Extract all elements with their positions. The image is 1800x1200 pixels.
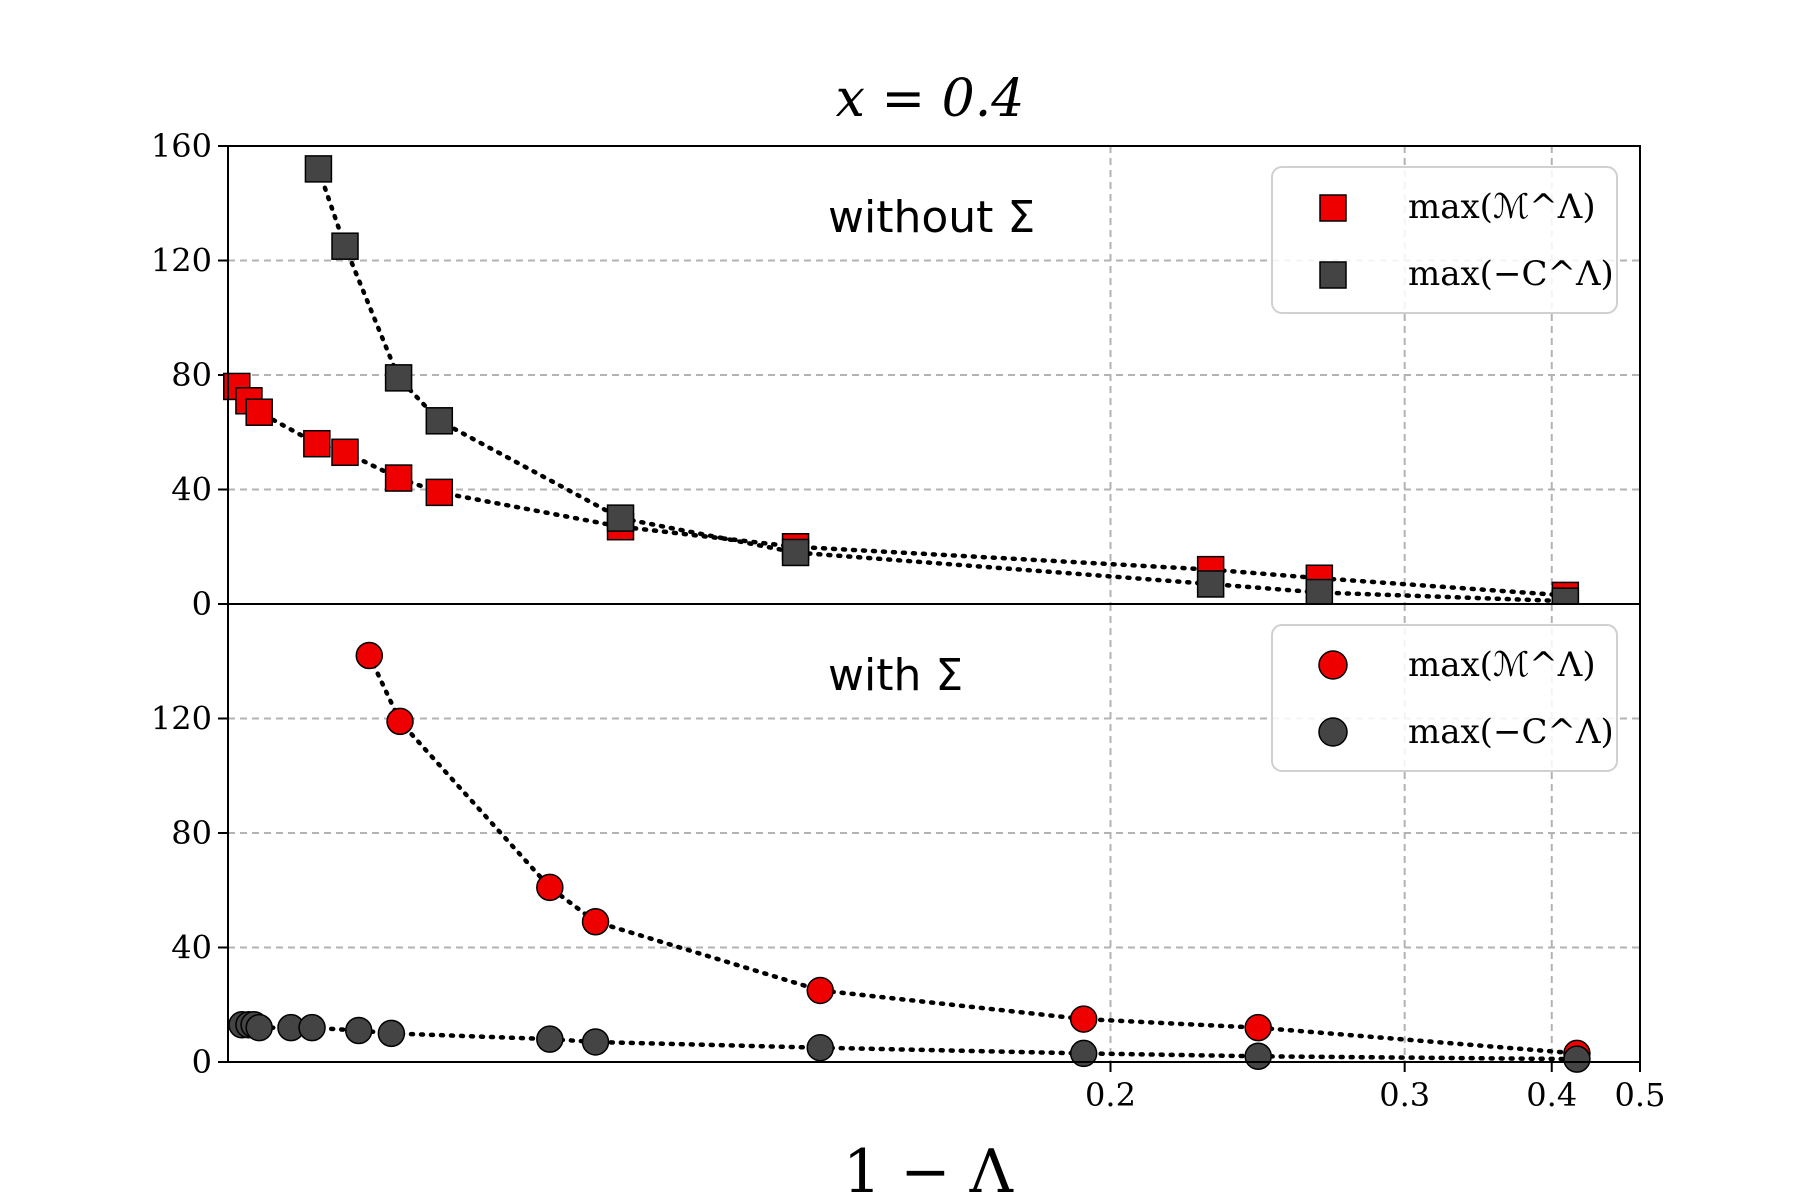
x-axis-label: 1 − Λ [843,1137,1014,1200]
bottom-series-0-point [386,707,414,736]
top-y-tick-label: 160 [151,127,212,165]
bottom-series-0-point [355,641,384,670]
bottom-series-1-point [581,1028,610,1056]
bottom-y-ticks: 0 40 80 120 [151,700,228,1081]
top-series-1-point [304,155,333,183]
top-legend-box [1271,166,1618,314]
bottom-legend-marker-c [1318,717,1348,747]
bottom-series-0-point [1069,1005,1098,1033]
bottom-series-1-point [377,1019,406,1048]
top-y-tick-label: 120 [151,242,212,280]
x-tick-label: 0.2 [1085,1076,1136,1114]
bottom-y-tick-label: 80 [171,814,212,852]
bottom-series-0-point [536,873,564,902]
bottom-y-tick-label: 0 [192,1043,212,1081]
top-legend: max(ℳ^Λ) max(−C^Λ) [1271,166,1618,314]
bottom-series-1-point [1563,1045,1591,1073]
bottom-series-1-point [536,1025,564,1053]
bottom-legend-label-m: max(ℳ^Λ) [1408,645,1596,685]
top-series-1-point [1305,578,1334,607]
top-series-1-point [606,504,635,532]
bottom-plot-frame [227,603,1641,1063]
bottom-series-1-point [344,1016,373,1045]
top-y-tick-label: 40 [171,471,212,509]
bottom-series [228,641,1591,1073]
x-tick-label: 0.4 [1526,1076,1577,1114]
bottom-series-0-point [581,907,610,936]
bottom-legend-label-c: max(−C^Λ) [1408,712,1614,752]
top-series-1-point [425,407,454,435]
bottom-legend-box [1271,624,1618,772]
top-y-tick-label: 80 [171,356,212,394]
top-series-1-point [331,232,359,260]
bottom-x-ticks: 0.2 0.3 0.4 0.5 [1085,1062,1665,1114]
top-series-0-point [303,429,331,458]
top-series-0-point [384,464,413,492]
top-annotation: without Σ [828,192,1035,243]
top-series-1-point [1196,570,1225,598]
top-series-0-point [425,478,454,507]
bottom-y-tick-label: 40 [171,929,212,967]
bottom-annotation: with Σ [828,650,963,701]
top-legend-marker-m [1319,194,1347,222]
top-series-0-point [331,438,359,467]
top-panel: 0 40 80 120 160 without Σ max(ℳ^Λ) max(−C^Λ) [151,127,1641,623]
bottom-series-1-point [806,1033,834,1062]
bottom-series-0-trend-line [367,653,1580,1056]
top-legend-marker-c [1319,261,1347,289]
bottom-series-1-point [298,1013,326,1042]
bottom-y-tick-label: 120 [151,700,212,738]
top-series-1-point [384,364,413,392]
bottom-series-1-point [1069,1039,1098,1068]
x-tick-label: 0.5 [1615,1076,1666,1114]
top-series-0-point [245,398,273,426]
chart-title: x = 0.4 [836,69,1025,129]
bottom-series-0-point [806,976,834,1005]
x-tick-label: 0.3 [1379,1076,1430,1114]
top-series-1-point [781,538,810,567]
bottom-legend-marker-m [1318,650,1348,680]
top-y-tick-label: 0 [192,585,212,623]
bottom-legend: max(ℳ^Λ) max(−C^Λ) [1271,624,1618,772]
top-legend-label-m: max(ℳ^Λ) [1408,187,1596,227]
bottom-series-1-point [245,1013,273,1042]
top-y-ticks: 0 40 80 120 160 [151,127,228,623]
top-legend-label-c: max(−C^Λ) [1408,254,1614,294]
bottom-series-1-point [1244,1042,1272,1071]
bottom-series-0-point [1244,1013,1272,1042]
